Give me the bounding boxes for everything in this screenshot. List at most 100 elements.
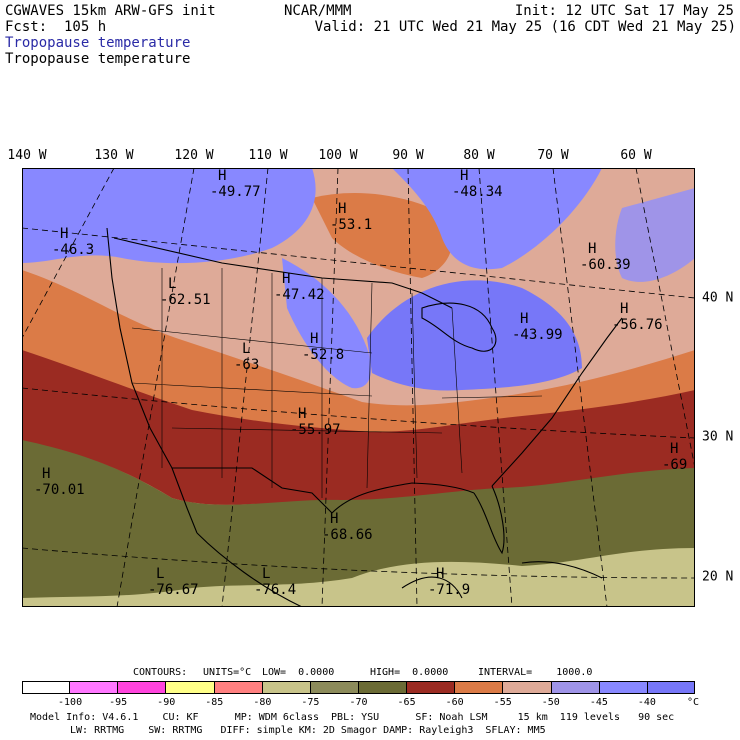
init-time: Init: 12 UTC Sat 17 May 25 [514, 3, 734, 19]
extremum-value: -76.4 [254, 582, 296, 598]
extremum-value: -55.97 [290, 422, 341, 438]
lon-label-90w: 90 W [392, 148, 424, 163]
extremum-marker: H [310, 331, 318, 347]
colorbar-swatch [647, 681, 695, 694]
us-canada-border [113, 237, 453, 309]
colorbar [22, 681, 695, 694]
state-borders [131, 268, 543, 498]
colorbar-swatch [22, 681, 71, 694]
extremum-marker: H [520, 311, 528, 327]
extremum-value: -53.1 [330, 217, 372, 233]
colorbar-swatch [455, 681, 504, 694]
model-title: CGWAVES 15km ARW-GFS init [5, 3, 216, 19]
colorbar-tick-label: -65 [397, 697, 416, 708]
colorbar-swatch [358, 681, 408, 694]
band-minus-65-to-minus-70 [22, 438, 695, 598]
gulf-coastline [331, 482, 475, 514]
extremum-marker: H [670, 441, 678, 457]
colorbar-tick-label: -45 [589, 697, 608, 708]
extremum-marker: H [330, 511, 338, 527]
lon-label-110w: 110 W [248, 148, 288, 163]
colorbar-swatch [118, 681, 167, 694]
lon-label-130w: 130 W [94, 148, 134, 163]
valid-time: Valid: 21 UTC Wed 21 May 25 (16 CDT Wed … [314, 19, 736, 35]
extremum-marker: H [282, 271, 290, 287]
colorbar-swatch [70, 681, 119, 694]
extremum-value: -76.67 [148, 582, 199, 598]
meridian-60w [635, 168, 695, 469]
meridian-90w [407, 168, 418, 607]
meridian-110w [221, 168, 269, 607]
colorbar-swatch [214, 681, 263, 694]
parallel-20n [22, 547, 695, 579]
extremum-marker: H [298, 406, 306, 422]
parallel-30n [22, 387, 695, 439]
colorbar-tick-label: -85 [205, 697, 224, 708]
band-minus-45-to-minus-50-canada [392, 168, 602, 270]
extremum-marker: H [60, 226, 68, 242]
extremum-marker: H [620, 301, 628, 317]
mexico-coast [196, 532, 303, 607]
extremum-value: -49.77 [210, 184, 261, 200]
meridian-120w [116, 168, 195, 607]
east-coastline [491, 317, 623, 487]
cuba [521, 561, 603, 579]
lon-label-60w: 60 W [620, 148, 652, 163]
high-label: HIGH= 0.0000 [370, 667, 449, 678]
colorbar-swatch [166, 681, 215, 694]
extremum-value: -47.42 [274, 287, 325, 303]
extremum-value: -62.51 [160, 292, 211, 308]
florida-peninsula [473, 485, 505, 555]
mexico-border [172, 467, 333, 514]
west-coastline [106, 227, 198, 534]
extremum-value: -46.3 [52, 242, 94, 258]
extremum-value: -60.39 [580, 257, 631, 273]
field-label-secondary: Tropopause temperature [5, 51, 191, 67]
band-minus-45-to-minus-50-east [615, 188, 695, 282]
extremum-marker: H [338, 201, 346, 217]
colorbar-tick-label: -100 [58, 697, 83, 708]
extremum-value: -52.8 [302, 347, 344, 363]
great-lakes-outline [421, 302, 497, 352]
colorbar-swatch [310, 681, 359, 694]
colorbar-tick-label: -75 [301, 697, 320, 708]
extremum-marker: L [168, 276, 176, 292]
interval-label: INTERVAL= 1000.0 [478, 667, 593, 678]
colorbar-swatch [262, 681, 311, 694]
meridian-70w [552, 168, 608, 607]
band-minus-45-to-minus-50-plains [282, 258, 372, 389]
parallel-40n [22, 227, 695, 299]
colorbar-tick-label: °C [686, 697, 700, 708]
colorbar-swatch [503, 681, 552, 694]
extremum-marker: L [242, 341, 250, 357]
extremum-value: -69 [662, 457, 687, 473]
patch-minus-55-to-minus-60-north [312, 193, 453, 278]
extremum-value: -71.9 [428, 582, 470, 598]
colorbar-tick-label: -80 [253, 697, 272, 708]
lat-label-30n: 30 N [702, 429, 734, 445]
colorbar-tick-label: -55 [493, 697, 512, 708]
extremum-marker: L [156, 566, 164, 582]
model-info-line: Model Info: V4.6.1 CU: KF MP: WDM 6class… [30, 712, 675, 723]
colorbar-swatch [599, 681, 648, 694]
extremum-marker: H [218, 168, 226, 184]
colorbar-tick-label: -40 [637, 697, 656, 708]
band-minus-40-to-minus-45-greatlakes [367, 280, 582, 391]
tropopause-temperature-map: H-49.77H-48.34H-46.3H-53.1H-60.39L-62.51… [22, 168, 695, 607]
units-label: UNITS=°C [203, 667, 252, 678]
lon-label-100w: 100 W [318, 148, 358, 163]
physics-info-line: LW: RRTMG SW: RRTMG DIFF: simple KM: 2D … [70, 725, 546, 736]
lat-label-20n: 20 N [702, 569, 734, 585]
colorbar-tick-label: -50 [541, 697, 560, 708]
extremum-value: -70.01 [34, 482, 85, 498]
extremum-marker: H [42, 466, 50, 482]
extremum-marker: L [262, 566, 270, 582]
colorbar-tick-label: -95 [109, 697, 128, 708]
extremum-value: -63 [234, 357, 259, 373]
lon-label-80w: 80 W [463, 148, 495, 163]
extremum-marker: H [436, 566, 444, 582]
extremum-value: -68.66 [322, 527, 373, 543]
meridian-130w [22, 168, 115, 339]
colorbar-tick-label: -60 [445, 697, 464, 708]
extremum-value: -48.34 [452, 184, 503, 200]
